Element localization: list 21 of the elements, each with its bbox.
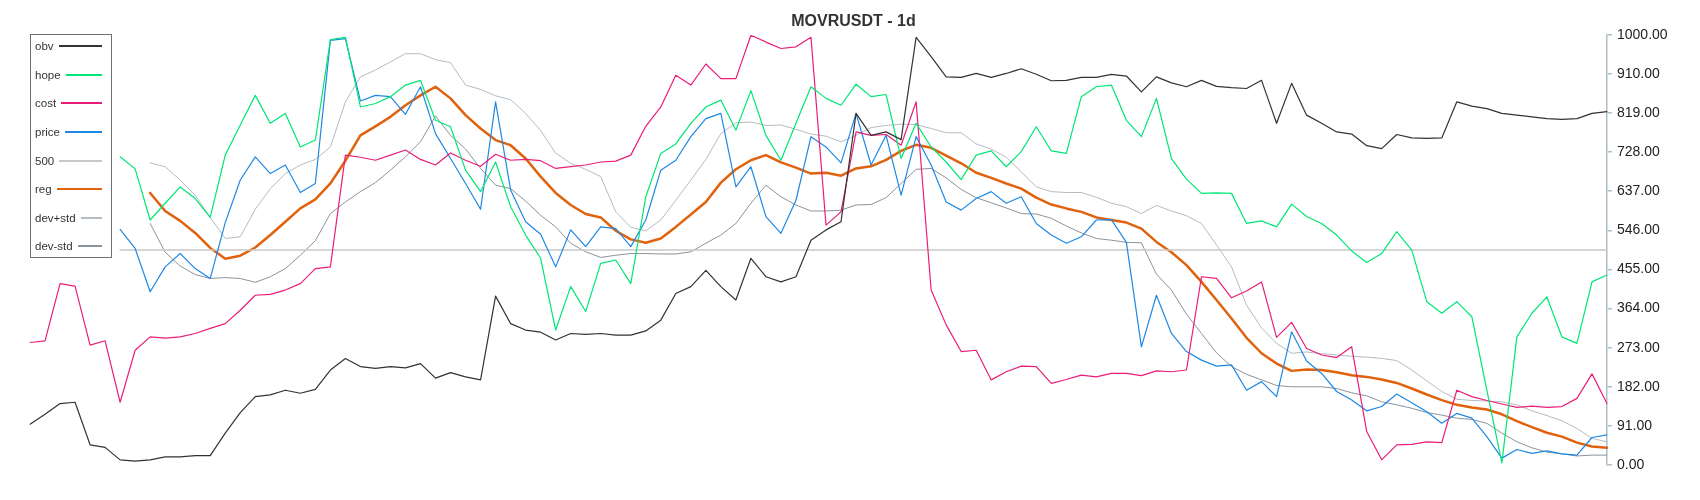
y-tick-label: 455.00 — [1617, 260, 1661, 277]
y-tick-label: 546.00 — [1617, 221, 1661, 238]
legend-label: cost — [34, 96, 57, 111]
y-tick-label: 0.00 — [1617, 455, 1645, 472]
y-tick-label: 637.00 — [1617, 182, 1661, 199]
legend-label: reg — [34, 182, 52, 197]
legend-label: 500 — [34, 153, 55, 168]
legend-label: obv — [34, 39, 54, 54]
legend-label: price — [34, 124, 60, 139]
y-tick-label: 728.00 — [1617, 142, 1661, 159]
legend-label: hope — [34, 67, 61, 82]
legend-label: dev-std — [34, 239, 73, 254]
y-tick-label: 91.00 — [1617, 416, 1653, 433]
y-tick-label: 273.00 — [1617, 338, 1661, 355]
y-tick-label: 364.00 — [1617, 299, 1661, 316]
y-tick-label: 910.00 — [1617, 64, 1661, 81]
y-tick-label: 182.00 — [1617, 377, 1661, 394]
chart-title: MOVRUSDT - 1d — [791, 12, 916, 30]
y-tick-label: 1000.00 — [1617, 26, 1668, 43]
y-tick-label: 819.00 — [1617, 103, 1661, 120]
legend-label: dev+std — [34, 210, 76, 225]
